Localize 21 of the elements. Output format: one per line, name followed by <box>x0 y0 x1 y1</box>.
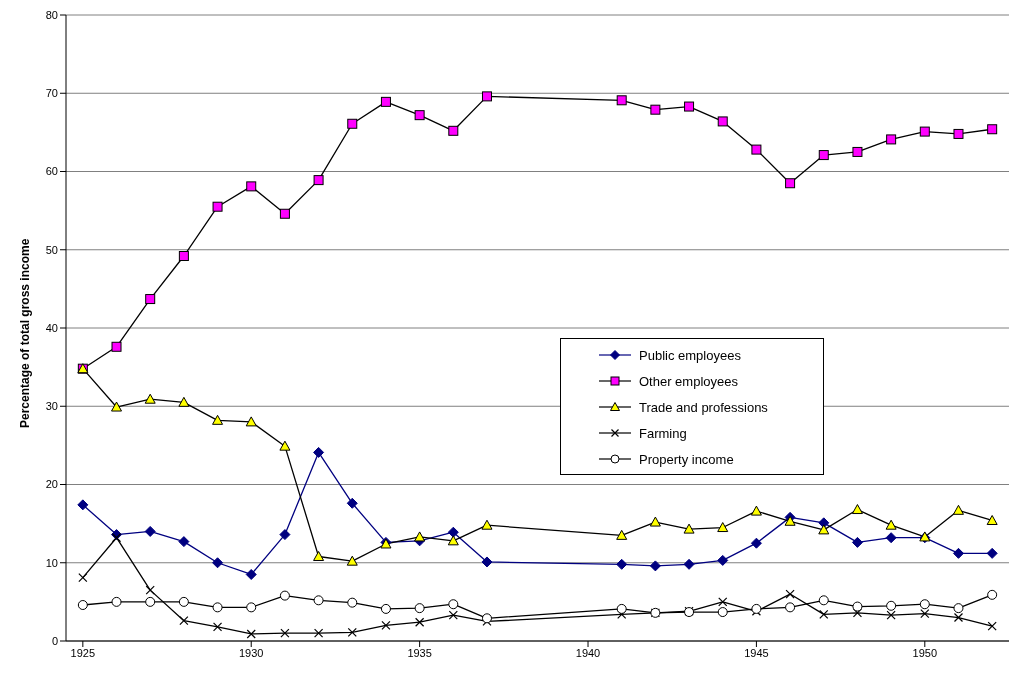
x-tick-label: 1935 <box>407 646 432 659</box>
legend-label: Public employees <box>639 347 741 363</box>
y-tick-label: 0 <box>51 634 58 647</box>
legend-label: Trade and professions <box>639 399 768 415</box>
y-tick-label: 20 <box>45 478 58 491</box>
y-tick-label: 10 <box>45 556 58 569</box>
x-tick-label: 1925 <box>70 646 96 659</box>
y-axis-title: Percentage of total gross income <box>18 238 33 428</box>
x-tick-label: 1940 <box>575 646 601 659</box>
y-tick-label: 80 <box>45 8 58 21</box>
y-tick-label: 40 <box>45 321 58 334</box>
x-tick-label: 1950 <box>912 646 938 659</box>
y-tick-label: 30 <box>45 400 58 413</box>
y-tick-label: 60 <box>45 165 58 178</box>
x-tick-label: 1945 <box>744 646 769 659</box>
legend-label: Other employees <box>639 373 738 389</box>
y-tick-label: 50 <box>45 243 58 256</box>
y-tick-label: 70 <box>45 87 58 100</box>
legend-label: Farming <box>639 425 687 441</box>
x-tick-label: 1930 <box>238 646 264 659</box>
legend-label: Property income <box>639 451 734 467</box>
